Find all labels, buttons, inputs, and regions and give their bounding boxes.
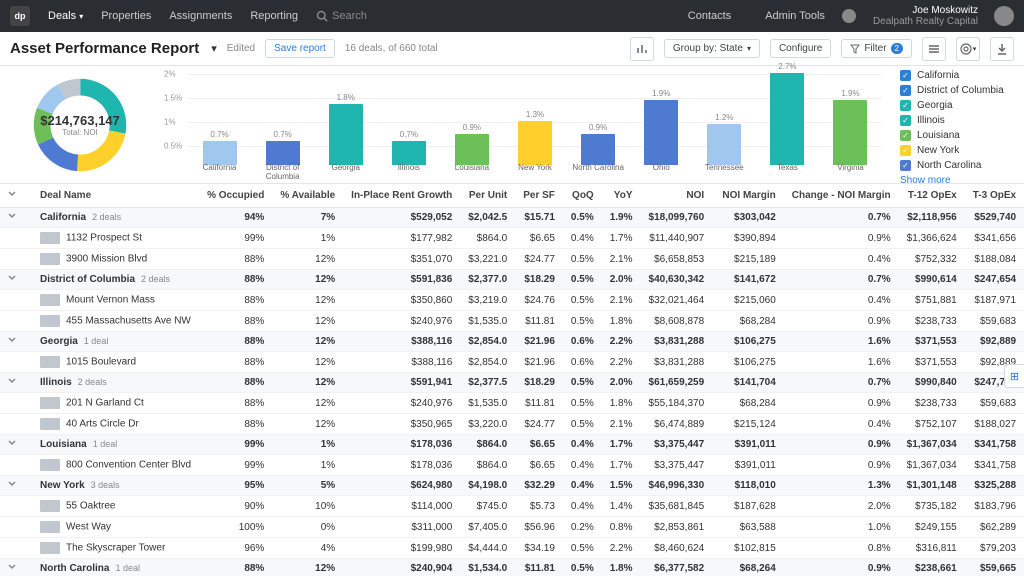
bar-district-of-columbia[interactable] bbox=[266, 141, 300, 165]
group-row[interactable]: Louisiana1 deal99%1%$178,036$864.0$6.650… bbox=[0, 435, 1024, 455]
chart-panel: $214,763,147 Total: NOI 2%1.5%1%0.5% 0.7… bbox=[0, 66, 1024, 184]
user-menu[interactable]: Joe Moskowitz Dealpath Realty Capital bbox=[873, 5, 978, 27]
nav-properties[interactable]: Properties bbox=[101, 10, 151, 22]
donut-total-value: $214,763,147 bbox=[40, 113, 120, 128]
table-row[interactable]: 1132 Prospect St99%1%$177,982$864.0$6.65… bbox=[0, 228, 1024, 249]
nav-reporting[interactable]: Reporting bbox=[250, 10, 298, 22]
bar-new-york[interactable] bbox=[518, 121, 552, 165]
donut-chart: $214,763,147 Total: NOI bbox=[0, 66, 160, 183]
deal-thumbnail bbox=[40, 500, 60, 512]
donut-total-label: Total: NOI bbox=[40, 128, 120, 137]
search-icon bbox=[316, 10, 328, 22]
group-row[interactable]: North Carolina1 deal88%12%$240,904$1,534… bbox=[0, 559, 1024, 576]
table-row[interactable]: 40 Arts Circle Dr88%12%$350,965$3,220.0$… bbox=[0, 414, 1024, 435]
asset-table: Deal Name% Occupied% AvailableIn-Place R… bbox=[0, 184, 1024, 576]
group-row[interactable]: Georgia1 deal88%12%$388,116$2,854.0$21.9… bbox=[0, 332, 1024, 352]
legend-item[interactable]: ✓Illinois bbox=[900, 113, 1018, 128]
group-by-button[interactable]: Group by: State ▾ bbox=[664, 39, 760, 58]
data-table-container[interactable]: Deal Name% Occupied% AvailableIn-Place R… bbox=[0, 184, 1024, 576]
table-row[interactable]: Mount Vernon Mass88%12%$350,860$3,219.0$… bbox=[0, 290, 1024, 311]
nav-deals[interactable]: Deals ▾ bbox=[48, 10, 83, 22]
nav-contacts[interactable]: Contacts bbox=[688, 10, 731, 22]
save-report-button[interactable]: Save report bbox=[265, 39, 335, 58]
filter-button[interactable]: Filter2 bbox=[841, 39, 912, 58]
deal-thumbnail bbox=[40, 356, 60, 368]
table-row[interactable]: The Skyscraper Tower96%4%$199,980$4,444.… bbox=[0, 538, 1024, 559]
bar-illinois[interactable] bbox=[392, 141, 426, 165]
report-title: Asset Performance Report bbox=[10, 40, 199, 57]
nav-admin-tools[interactable]: Admin Tools bbox=[765, 10, 825, 22]
legend-item[interactable]: ✓North Carolina bbox=[900, 158, 1018, 173]
chart-view-button[interactable] bbox=[630, 37, 654, 61]
nav-assignments[interactable]: Assignments bbox=[169, 10, 232, 22]
deal-thumbnail bbox=[40, 459, 60, 471]
top-nav-bar: dp Deals ▾ Properties Assignments Report… bbox=[0, 0, 1024, 32]
report-toolbar: Asset Performance Report ▾ Edited Save r… bbox=[0, 32, 1024, 66]
table-row[interactable]: 201 N Garland Ct88%12%$240,976$1,535.0$1… bbox=[0, 393, 1024, 414]
table-row[interactable]: 800 Convention Center Blvd99%1%$178,036$… bbox=[0, 455, 1024, 476]
ai-assist-badge[interactable]: ⊞ bbox=[1004, 364, 1024, 388]
group-row[interactable]: California2 deals94%7%$529,052$2,042.5$1… bbox=[0, 208, 1024, 228]
group-row[interactable]: New York3 deals95%5%$624,980$4,198.0$32.… bbox=[0, 476, 1024, 496]
show-more-link[interactable]: Show more bbox=[900, 173, 1018, 183]
configure-button[interactable]: Configure bbox=[770, 39, 831, 58]
settings-button[interactable]: ▾ bbox=[956, 37, 980, 61]
deal-thumbnail bbox=[40, 397, 60, 409]
chart-legend: ✓California✓District of Columbia✓Georgia… bbox=[894, 66, 1024, 183]
table-row[interactable]: 55 Oaktree90%10%$114,000$745.0$5.730.4%1… bbox=[0, 496, 1024, 517]
deal-thumbnail bbox=[40, 542, 60, 554]
deal-count-label: 16 deals, of 660 total bbox=[345, 43, 438, 54]
deal-thumbnail bbox=[40, 294, 60, 306]
bar-chart: 2%1.5%1%0.5% 0.7%0.7%1.8%0.7%0.9%1.3%0.9… bbox=[160, 66, 894, 183]
bar-tennessee[interactable] bbox=[707, 124, 741, 165]
title-dropdown-icon[interactable]: ▾ bbox=[211, 42, 217, 55]
bar-ohio[interactable] bbox=[644, 100, 678, 165]
bar-chart-icon bbox=[636, 43, 648, 55]
bar-virginia[interactable] bbox=[833, 100, 867, 165]
legend-item[interactable]: ✓Louisiana bbox=[900, 128, 1018, 143]
gear-icon bbox=[960, 43, 972, 55]
list-view-button[interactable] bbox=[922, 37, 946, 61]
table-row[interactable]: West Way100%0%$311,000$7,405.0$56.960.2%… bbox=[0, 517, 1024, 538]
legend-item[interactable]: ✓District of Columbia bbox=[900, 83, 1018, 98]
deal-thumbnail bbox=[40, 315, 60, 327]
bar-louisiana[interactable] bbox=[455, 134, 489, 165]
deal-thumbnail bbox=[40, 232, 60, 244]
table-row[interactable]: 455 Massachusetts Ave NW88%12%$240,976$1… bbox=[0, 311, 1024, 332]
legend-item[interactable]: ✓California bbox=[900, 68, 1018, 83]
deal-thumbnail bbox=[40, 253, 60, 265]
user-avatar[interactable] bbox=[994, 6, 1014, 26]
bar-texas[interactable] bbox=[770, 73, 804, 165]
app-logo[interactable]: dp bbox=[10, 6, 30, 26]
global-search[interactable]: Search bbox=[316, 10, 367, 22]
download-button[interactable] bbox=[990, 37, 1014, 61]
bar-north-carolina[interactable] bbox=[581, 134, 615, 165]
deal-thumbnail bbox=[40, 418, 60, 430]
bar-georgia[interactable] bbox=[329, 104, 363, 165]
notifications-icon[interactable] bbox=[841, 8, 857, 24]
deal-thumbnail bbox=[40, 521, 60, 533]
list-icon bbox=[928, 43, 940, 55]
legend-item[interactable]: ✓New York bbox=[900, 143, 1018, 158]
group-row[interactable]: District of Columbia2 deals88%12%$591,83… bbox=[0, 270, 1024, 290]
group-row[interactable]: Illinois2 deals88%12%$591,941$2,377.5$18… bbox=[0, 373, 1024, 393]
download-icon bbox=[996, 43, 1008, 55]
bar-california[interactable] bbox=[203, 141, 237, 165]
edited-label: Edited bbox=[227, 43, 255, 54]
legend-item[interactable]: ✓Georgia bbox=[900, 98, 1018, 113]
table-row[interactable]: 1015 Boulevard88%12%$388,116$2,854.0$21.… bbox=[0, 352, 1024, 373]
table-row[interactable]: 3900 Mission Blvd88%12%$351,070$3,221.0$… bbox=[0, 249, 1024, 270]
filter-icon bbox=[850, 44, 860, 54]
